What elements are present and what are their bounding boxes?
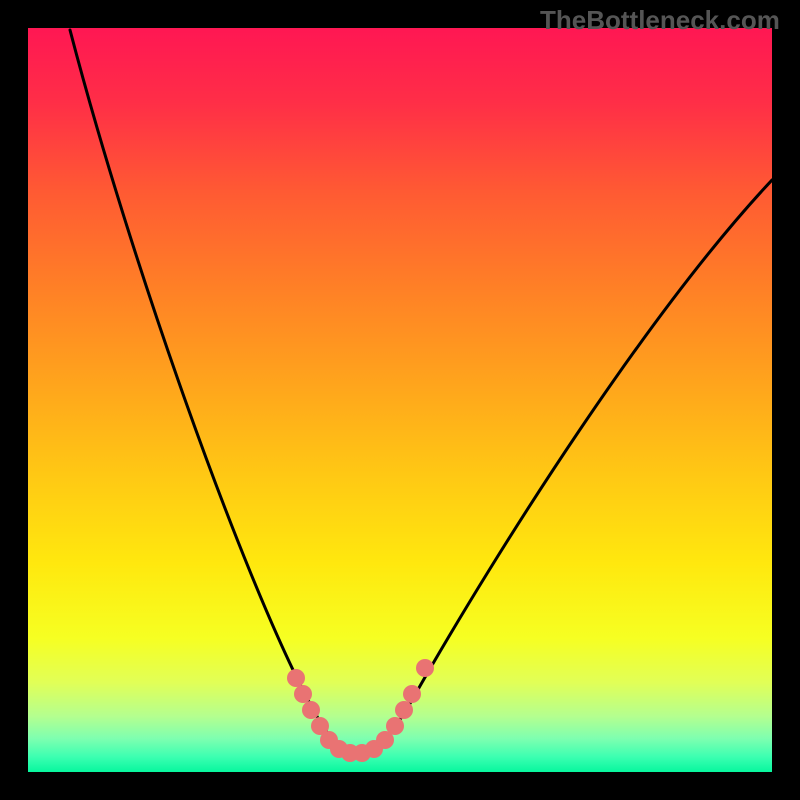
curve-marker (395, 701, 413, 719)
curve-marker (294, 685, 312, 703)
curve-marker (403, 685, 421, 703)
curve-marker (386, 717, 404, 735)
watermark-text: TheBottleneck.com (540, 5, 780, 36)
curve-marker (287, 669, 305, 687)
curve-marker (302, 701, 320, 719)
gradient-plot-area (28, 28, 772, 772)
curve-marker (416, 659, 434, 677)
